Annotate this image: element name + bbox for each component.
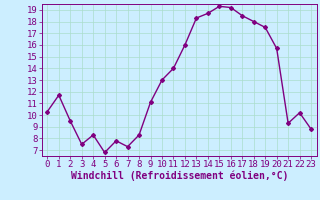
X-axis label: Windchill (Refroidissement éolien,°C): Windchill (Refroidissement éolien,°C) bbox=[70, 171, 288, 181]
